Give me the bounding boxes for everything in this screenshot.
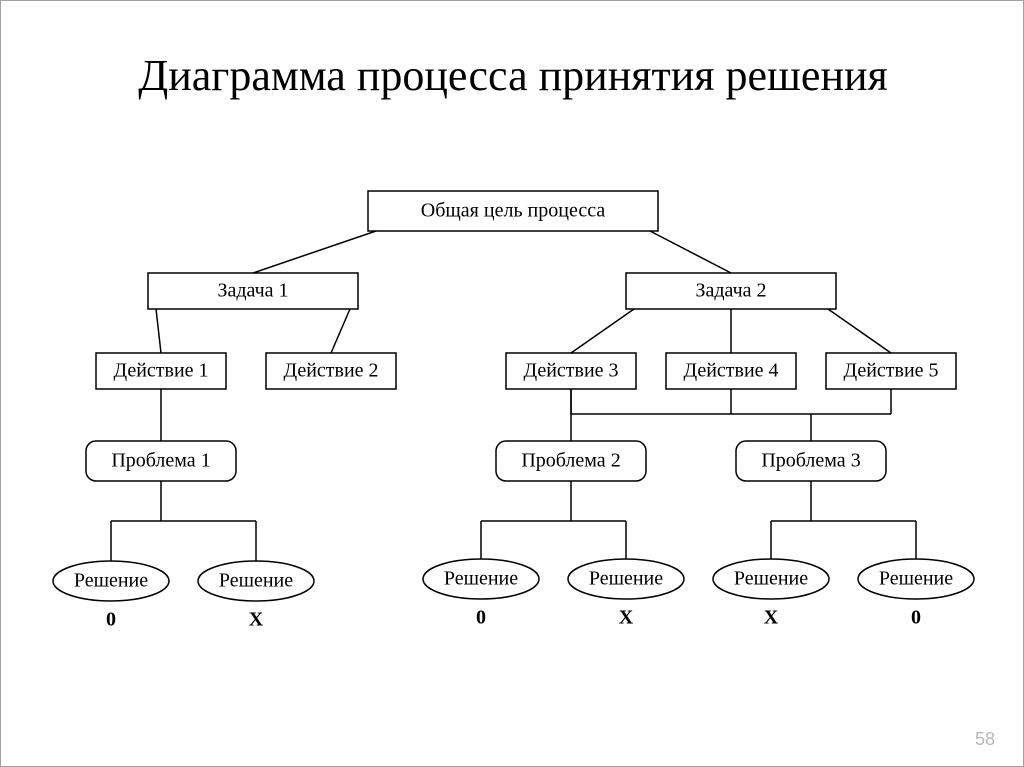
node-label: Решение (74, 570, 148, 592)
node-act2: Действие 2 (266, 353, 396, 389)
node-prob1: Проблема 1 (86, 441, 236, 481)
node-label: Проблема 2 (521, 450, 620, 472)
node-root: Общая цель процесса (368, 191, 658, 231)
slide-title: Диаграмма процесса принятия решения (1, 51, 1024, 102)
node-label: Решение (589, 568, 663, 590)
node-label: Решение (219, 570, 293, 592)
node-label: Проблема 3 (761, 450, 860, 472)
node-label: Задача 1 (217, 280, 288, 302)
edge (828, 309, 891, 353)
node-act4: Действие 4 (666, 353, 796, 389)
node-label: Проблема 1 (111, 450, 210, 472)
slide-container: Диаграмма процесса принятия решения Обща… (0, 0, 1024, 767)
edge (331, 309, 350, 353)
edge (156, 309, 161, 353)
solution-mark: 0 (476, 607, 486, 629)
edge (650, 231, 731, 273)
node-act5: Действие 5 (826, 353, 956, 389)
solution-mark: X (249, 609, 264, 631)
node-label: Действие 3 (523, 360, 618, 382)
node-label: Задача 2 (695, 280, 766, 302)
node-label: Решение (879, 568, 953, 590)
node-label: Действие 5 (843, 360, 938, 382)
node-sol3: Решение (423, 559, 539, 599)
node-prob2: Проблема 2 (496, 441, 646, 481)
solution-mark: X (764, 607, 779, 629)
node-act1: Действие 1 (96, 353, 226, 389)
node-sol6: Решение (858, 559, 974, 599)
tree-diagram: Общая цель процесса Задача 1 Задача 2 Дейст… (1, 181, 1024, 721)
node-task1: Задача 1 (148, 273, 358, 309)
edge (571, 309, 634, 353)
node-label: Решение (444, 568, 518, 590)
nodes-layer: Общая цель процесса Задача 1 Задача 2 Дейст… (53, 191, 974, 601)
page-number: 58 (975, 729, 995, 750)
node-label: Действие 1 (113, 360, 208, 382)
node-sol5: Решение (713, 559, 829, 599)
node-sol1: Решение (53, 561, 169, 601)
node-label: Общая цель процесса (421, 200, 606, 222)
node-sol4: Решение (568, 559, 684, 599)
node-label: Действие 4 (683, 360, 778, 382)
solution-mark: 0 (911, 607, 921, 629)
node-label: Действие 2 (283, 360, 378, 382)
node-prob3: Проблема 3 (736, 441, 886, 481)
node-task2: Задача 2 (626, 273, 836, 309)
node-label: Решение (734, 568, 808, 590)
solution-mark: 0 (106, 609, 116, 631)
node-act3: Действие 3 (506, 353, 636, 389)
edge (253, 231, 376, 273)
node-sol2: Решение (198, 561, 314, 601)
solution-mark: X (619, 607, 634, 629)
